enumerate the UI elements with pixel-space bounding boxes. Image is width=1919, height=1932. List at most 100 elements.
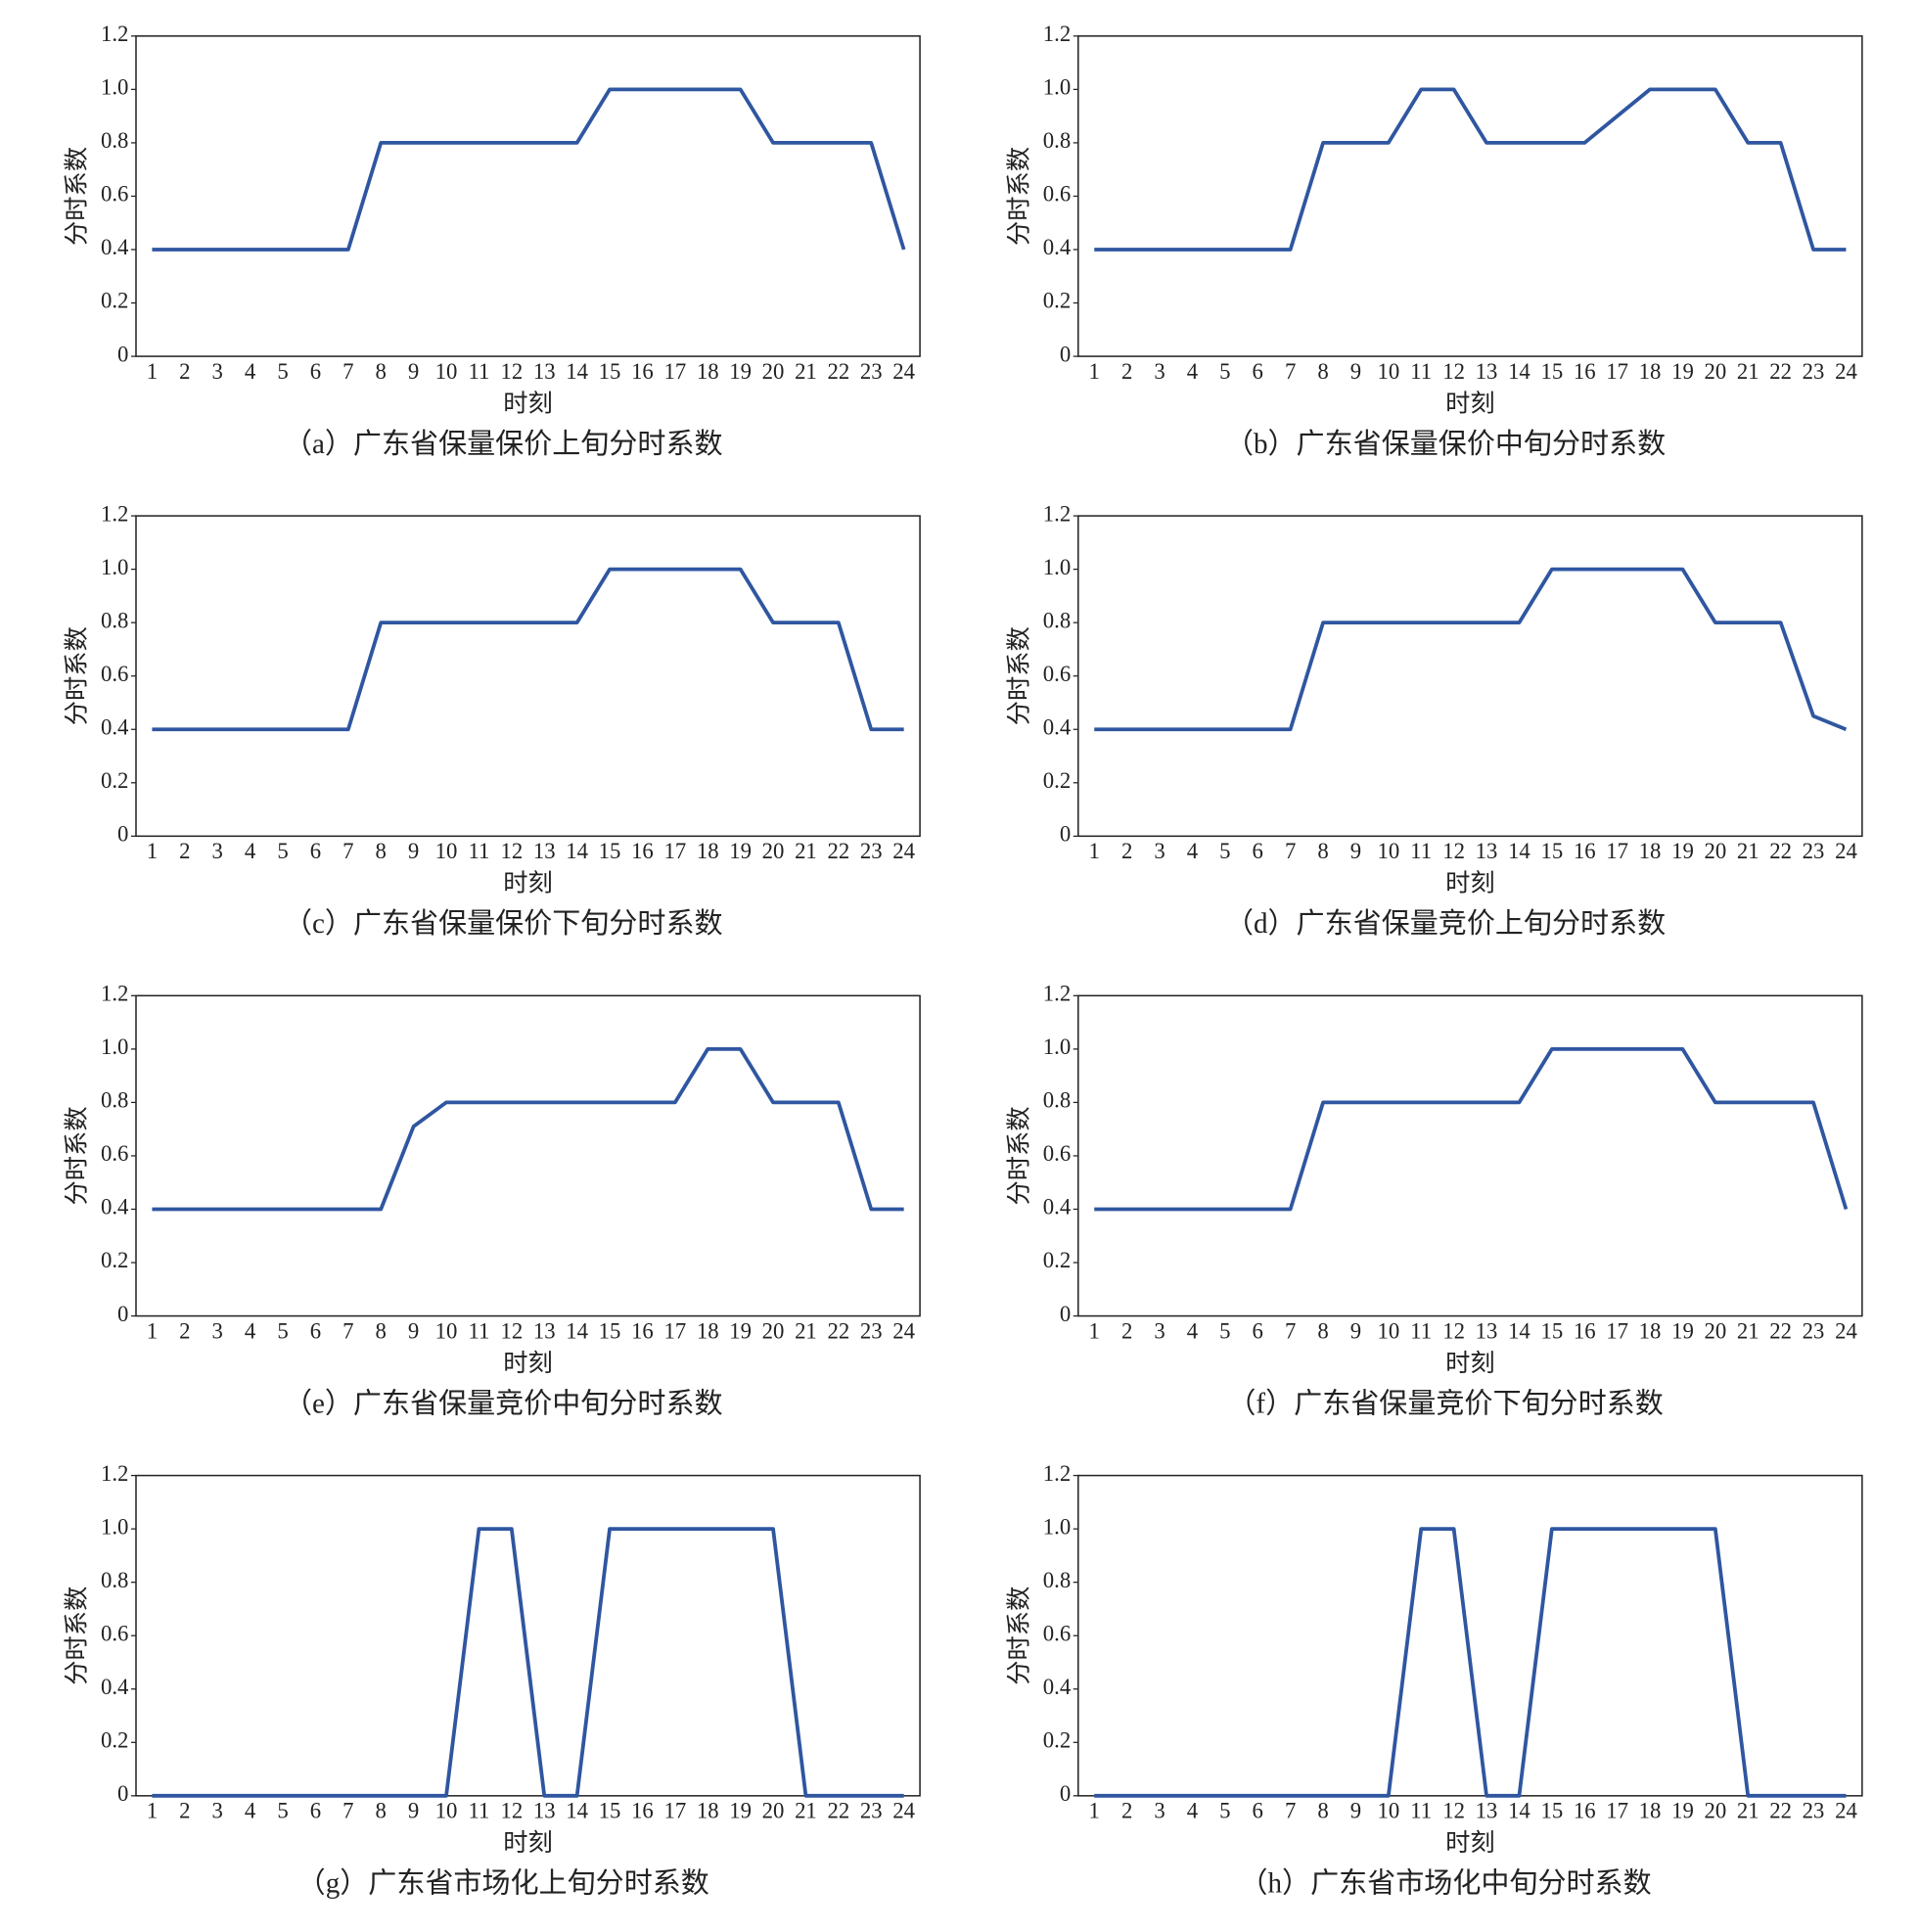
y-axis-label: 分时系数: [64, 1106, 91, 1205]
y-tick-label: 1.2: [1043, 982, 1071, 1006]
x-tick-label: 21: [795, 1799, 817, 1823]
x-tick-label: 12: [1442, 1799, 1465, 1823]
y-tick-label: 0.4: [101, 714, 129, 739]
x-tick-label: 4: [245, 359, 256, 384]
x-tick-label: 17: [1606, 1799, 1628, 1823]
x-tick-label: 23: [1803, 839, 1825, 863]
x-tick-label: 16: [1574, 839, 1596, 863]
x-tick-label: 4: [1187, 1318, 1199, 1343]
x-tick-label: 11: [1410, 359, 1432, 384]
x-tick-label: 15: [1540, 1318, 1563, 1343]
x-tick-label: 1: [1089, 359, 1100, 384]
data-line: [1094, 1046, 1849, 1212]
x-axis-label: 时刻: [503, 1829, 553, 1857]
panel: 00.20.40.60.81.01.21 2 3 4 5 6 7 8 9 10 11 12 13 14 15…: [1005, 982, 1863, 1419]
y-axis-label: 分时系数: [64, 147, 91, 246]
data-line: [1094, 567, 1848, 732]
x-tick-label: 7: [343, 1799, 353, 1823]
x-tick-label: 21: [1737, 1799, 1759, 1823]
y-tick-label: 0.6: [101, 1141, 128, 1166]
y-tick-label: 1.0: [1043, 1035, 1071, 1059]
x-tick-label: 11: [468, 839, 489, 863]
x-tick-label: 6: [1253, 1318, 1263, 1343]
y-tick-label: 0.2: [1043, 1728, 1071, 1753]
x-tick-label: 11: [468, 1799, 489, 1823]
x-tick-label: 10: [1377, 839, 1399, 863]
x-tick-label: 16: [1574, 1318, 1596, 1343]
x-tick-label: 8: [1317, 1799, 1328, 1823]
x-tick-label: 9: [1350, 1799, 1361, 1823]
x-tick-label: 24: [1835, 1318, 1857, 1343]
x-tick-label: 19: [1671, 359, 1694, 384]
x-tick-label: 7: [1285, 839, 1296, 863]
x-tick-label: 24: [892, 1799, 915, 1823]
x-tick-label: 18: [697, 359, 719, 384]
x-tick-label: 14: [566, 839, 588, 863]
panel: 00.20.40.60.81.01.21 2 3 4 5 6 7 8 9 10 11 12 13 14 15…: [64, 501, 921, 940]
x-tick-label: 9: [408, 359, 419, 384]
x-tick-label: 7: [1285, 359, 1296, 384]
x-tick-label: 5: [1219, 359, 1230, 384]
x-tick-label: 4: [245, 1318, 256, 1343]
x-tick-label: 8: [1317, 839, 1328, 863]
x-tick-label: 22: [827, 839, 849, 863]
y-axis-label: 分时系数: [1005, 1106, 1032, 1205]
y-tick-label: 0: [1060, 822, 1071, 847]
plot-frame: [1077, 515, 1863, 838]
x-tick-label: 9: [408, 839, 419, 863]
x-tick-label: 23: [1803, 1318, 1825, 1343]
data-line: [1094, 1527, 1847, 1798]
x-tick-label: 5: [1219, 1318, 1230, 1343]
y-tick-label: 0: [1060, 1781, 1071, 1806]
x-tick-label: 23: [860, 1799, 883, 1823]
x-axis-label: 时刻: [503, 870, 553, 897]
x-tick-label: 18: [1639, 359, 1662, 384]
x-tick-label: 20: [762, 359, 785, 384]
x-axis-label: 时刻: [503, 1350, 553, 1377]
y-tick-label: 0.8: [101, 1088, 128, 1113]
y-tick-label: 1.0: [101, 75, 128, 100]
x-tick-label: 2: [179, 359, 190, 384]
x-tick-label: 8: [1317, 359, 1328, 384]
x-tick-label: 20: [762, 1799, 785, 1823]
x-tick-label: 23: [1803, 359, 1825, 384]
y-tick-label: 1.2: [101, 1461, 128, 1486]
y-tick-label: 0: [117, 822, 128, 847]
chart-title: （g）广东省市场化上旬分时系数: [297, 1867, 709, 1900]
x-tick-label: 5: [277, 839, 288, 863]
x-tick-label: 8: [376, 1318, 387, 1343]
x-tick-label: 19: [1671, 839, 1694, 863]
y-tick-label: 1.2: [101, 22, 128, 46]
x-tick-label: 6: [310, 839, 321, 863]
chart-title: （f）广东省保量竞价下旬分时系数: [1227, 1387, 1663, 1419]
chart-title: （h）广东省市场化中旬分时系数: [1239, 1867, 1651, 1900]
x-tick-label: 14: [566, 1318, 588, 1343]
x-tick-label: 12: [1442, 839, 1465, 863]
x-tick-label: 2: [1121, 359, 1132, 384]
x-tick-label: 15: [1540, 1799, 1563, 1823]
panel: 00.20.40.60.81.01.21 2 3 4 5 6 7 8 9 10 11 12 13 14 15…: [1005, 1461, 1863, 1900]
data-line: [152, 567, 904, 732]
y-tick-label: 0.4: [1043, 1675, 1072, 1699]
x-tick-label: 14: [566, 1799, 588, 1823]
x-tick-label: 23: [860, 359, 883, 384]
x-tick-label: 3: [212, 1799, 223, 1823]
x-tick-label: 9: [408, 1318, 419, 1343]
x-tick-label: 14: [1508, 359, 1531, 384]
data-line: [1094, 87, 1847, 252]
x-tick-label: 21: [795, 359, 817, 384]
x-tick-label: 1: [147, 839, 158, 863]
x-tick-label: 17: [663, 359, 686, 384]
x-tick-label: 24: [1835, 1799, 1857, 1823]
x-tick-label: 3: [1154, 1799, 1165, 1823]
x-tick-label: 18: [1639, 839, 1662, 863]
x-tick-label: 19: [729, 1318, 752, 1343]
x-tick-label: 17: [1606, 1318, 1628, 1343]
x-tick-label: 15: [1540, 359, 1563, 384]
x-tick-label: 9: [408, 1799, 419, 1823]
panel: 00.20.40.60.81.01.21 2 3 4 5 6 7 8 9 10 11 12 13 14 15…: [64, 982, 921, 1419]
x-tick-label: 20: [1704, 1318, 1726, 1343]
y-tick-label: 0: [1060, 342, 1071, 366]
x-tick-label: 7: [343, 839, 353, 863]
